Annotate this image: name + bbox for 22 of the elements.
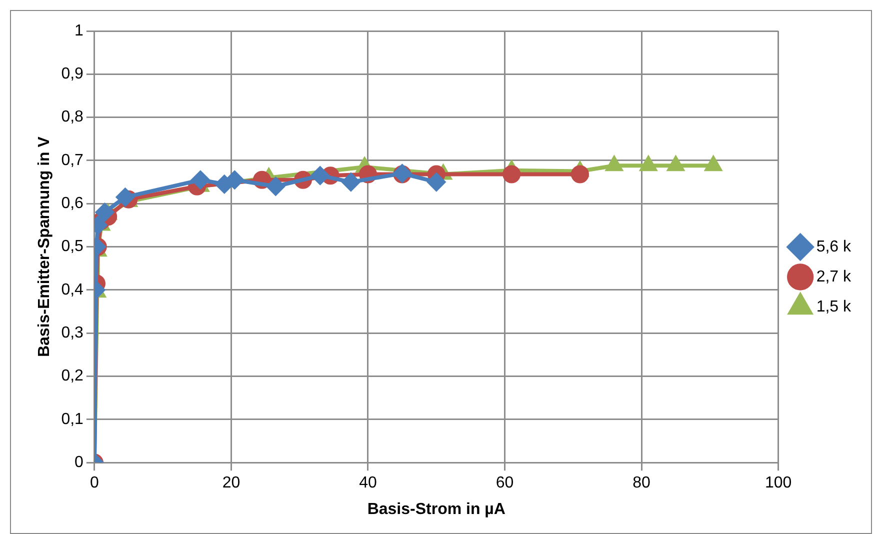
y-axis-title: Basis-Emitter-Spannung in V [36,136,54,358]
x-tick-label: 100 [764,474,792,492]
y-tick-label: 0,9 [61,66,84,83]
y-tick-label: 0,5 [61,238,84,256]
x-tick-label: 0 [90,474,99,492]
y-tick-label: 0,1 [61,410,84,428]
x-tick-label: 60 [496,474,514,492]
legend-label: 2,7 k [816,268,852,286]
x-tick-label: 80 [632,474,651,492]
y-tick-label: 0,4 [61,281,84,298]
x-axis-title: Basis-Strom in µA [367,500,506,518]
y-tick-label: 1 [74,22,84,40]
y-tick-label: 0,2 [61,368,84,385]
x-tick-label: 20 [222,474,240,492]
legend-label: 5,6 k [816,238,852,256]
y-tick-label: 0,8 [61,108,84,126]
x-tick-label: 40 [359,474,377,492]
y-tick-label: 0,7 [61,152,84,169]
y-tick-label: 0 [74,454,84,472]
legend-label: 1,5 k [816,298,852,316]
y-tick-label: 0,6 [61,195,84,212]
y-tick-label: 0,3 [61,324,84,342]
